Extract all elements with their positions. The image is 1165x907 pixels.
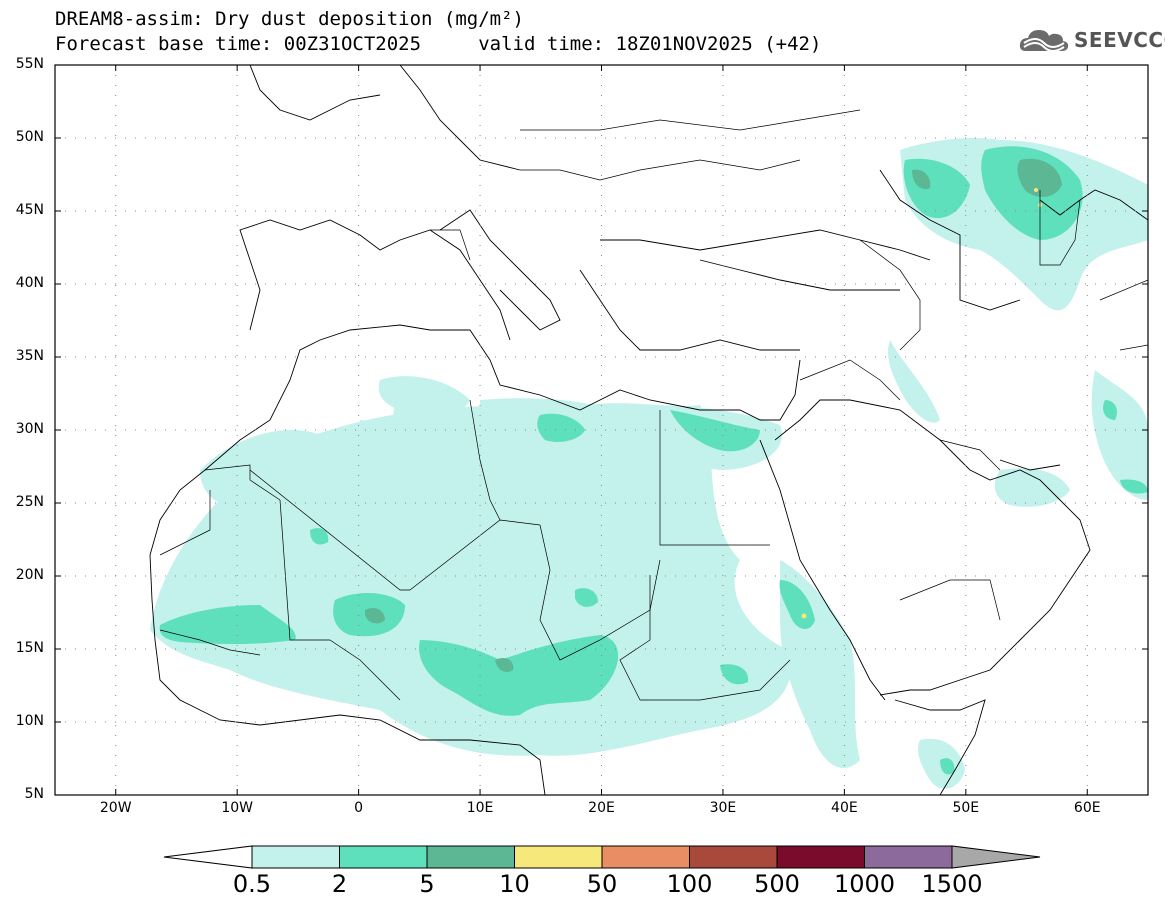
y-tick-label: 50N (15, 129, 44, 145)
colorbar-swatch (339, 845, 428, 869)
graticule (55, 65, 1148, 795)
colorbar-swatch (514, 845, 603, 869)
colorbar-level-label: 50 (586, 870, 618, 898)
x-tick-label: 20E (588, 800, 615, 816)
x-tick-label: 50E (952, 800, 980, 816)
y-tick-label: 55N (15, 56, 44, 72)
colorbar-swatch (251, 845, 340, 869)
coastlines (149, 65, 1148, 795)
y-tick-label: 10N (15, 713, 44, 729)
colorbar-level-label: 5 (419, 870, 435, 898)
chart-subtitle: Forecast base time: 00Z31OCT2025 valid t… (55, 33, 822, 55)
y-tick-label: 15N (15, 640, 44, 656)
colorbar-level-label: 10 (499, 870, 530, 898)
y-tick-label: 5N (24, 786, 44, 802)
colorbar-level-label: 500 (754, 870, 800, 898)
cloud-logo-icon (1019, 30, 1069, 52)
colorbar-under-arrow (163, 845, 253, 869)
colorbar-level-label: 1000 (833, 870, 896, 898)
y-tick-label: 45N (15, 202, 44, 218)
x-tick-label: 60E (1073, 800, 1101, 816)
colorbar-level-label: 100 (666, 870, 713, 898)
colorbar-over-arrow (951, 845, 1041, 869)
chart-title: DREAM8-assim: Dry dust deposition (mg/m²… (55, 8, 524, 30)
colorbar (163, 845, 1041, 869)
y-tick-label: 25N (15, 494, 44, 510)
colorbar-swatch (689, 845, 778, 869)
colorbar-level-label: 1500 (921, 870, 983, 898)
colorbar-swatch (864, 845, 953, 869)
y-tick-label: 20N (15, 567, 44, 583)
x-tick-label: 30E (709, 800, 737, 816)
x-tick-label: 10W (221, 800, 253, 816)
x-tick-label: 10E (466, 800, 494, 816)
brand-name: SEEVCCC (1074, 28, 1165, 52)
axis-ticks (55, 64, 1148, 796)
colorbar-swatch (776, 845, 865, 869)
x-tick-label: 20W (99, 800, 132, 816)
country-borders (159, 109, 1148, 701)
colorbar-swatch (426, 845, 515, 869)
y-tick-label: 30N (15, 421, 44, 437)
dust-field-layer-5 (365, 158, 1062, 672)
x-tick-label: 40E (831, 800, 858, 816)
x-tick-label: 0 (354, 800, 364, 816)
y-tick-label: 35N (15, 348, 44, 364)
colorbar-swatch (601, 845, 690, 869)
colorbar-level-label: 2 (331, 870, 348, 898)
colorbar-level-label: 0.5 (232, 870, 272, 898)
brand-logo: SEEVCCC (1018, 24, 1165, 56)
y-tick-label: 40N (15, 275, 44, 291)
